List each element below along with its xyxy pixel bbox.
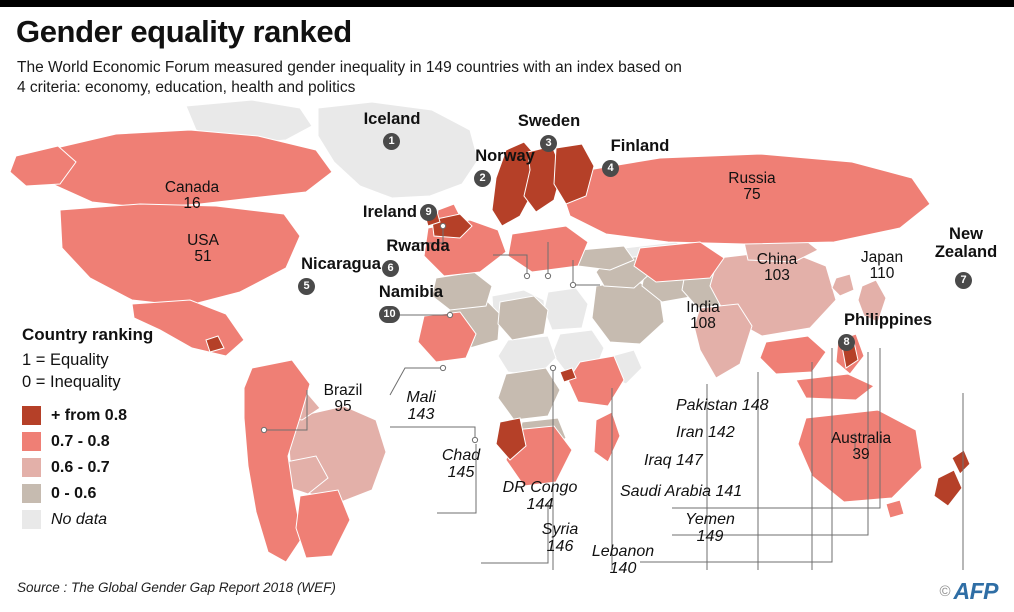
afp-logo: © AFP <box>939 578 998 605</box>
legend-label-07-08: 0.7 - 0.8 <box>51 432 110 450</box>
copyright-icon: © <box>939 583 951 600</box>
legend-swatch-no-data <box>22 510 41 530</box>
legend-item-06-07: 0.6 - 0.7 <box>22 455 237 481</box>
legend-label-no-data: No data <box>51 510 108 528</box>
page-title: Gender equality ranked <box>16 14 352 49</box>
legend-item-above-08: + from 0.8 <box>22 403 237 429</box>
legend-item-0-06: 0 - 0.6 <box>22 481 237 507</box>
legend-title: Country ranking <box>22 325 154 344</box>
legend-label-above-08: + from 0.8 <box>51 406 128 424</box>
legend-swatch-07-08 <box>22 432 41 452</box>
leader-lines <box>260 222 964 570</box>
legend-item-07-08: 0.7 - 0.8 <box>22 429 237 455</box>
legend-equality-line: 1 = Equality <box>22 351 109 369</box>
legend-label-06-07: 0.6 - 0.7 <box>51 458 110 476</box>
legend-swatch-0-06 <box>22 484 41 504</box>
legend-swatch-06-07 <box>22 458 41 478</box>
page-subtitle: The World Economic Forum measured gender… <box>17 59 682 96</box>
legend-label-0-06: 0 - 0.6 <box>51 484 97 502</box>
map-region-above-08 <box>205 141 971 507</box>
legend-swatch-list: + from 0.8 0.7 - 0.8 0.6 - 0.7 0 - 0.6 N… <box>22 403 237 533</box>
legend-swatch-above-08 <box>22 406 41 426</box>
legend: Country ranking 1 = Equality 0 = Inequal… <box>22 325 237 533</box>
legend-inequality-line: 0 = Inequality <box>22 372 121 391</box>
legend-item-no-data: No data <box>22 507 237 533</box>
source-note: Source : The Global Gender Gap Report 20… <box>17 580 336 595</box>
afp-wordmark: AFP <box>953 578 999 604</box>
top-black-bar <box>0 0 1014 7</box>
map-region-07-08 <box>9 129 931 563</box>
